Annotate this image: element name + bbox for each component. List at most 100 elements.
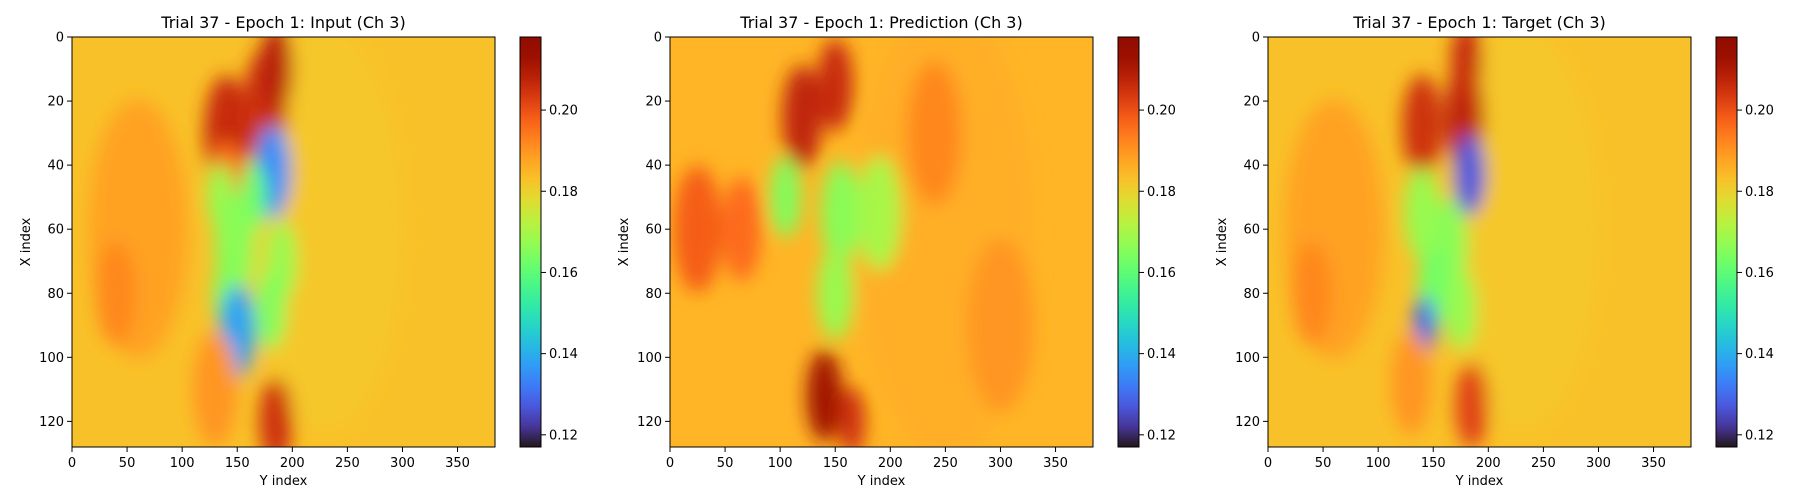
x-tick-label: 150 <box>1421 456 1446 471</box>
x-tick-label: 0 <box>666 456 674 471</box>
x-tick-label: 0 <box>68 456 76 471</box>
heatmap-feature <box>248 37 403 431</box>
x-tick-label: 350 <box>1641 456 1666 471</box>
colorbar-tick-label: 0.14 <box>1147 347 1176 362</box>
y-tick-label: 0 <box>654 31 662 46</box>
heatmap-panel-2: 0 50 100 150 200 250 300 350 0 20 40 60 80 100 120 Tria… <box>617 13 1176 489</box>
x-tick-label: 0 <box>1264 456 1272 471</box>
heatmap-feature <box>96 241 136 346</box>
heatmap-field <box>1268 37 1691 447</box>
y-axis-label: X index <box>617 217 632 266</box>
colorbar: 0.12 0.14 0.16 0.18 0.20 <box>519 36 578 448</box>
x-tick-label: 350 <box>1043 456 1068 471</box>
colorbar-scale <box>519 36 542 448</box>
colorbar-tick-label: 0.14 <box>1745 347 1774 362</box>
x-tick-label: 300 <box>988 456 1013 471</box>
x-tick-label: 250 <box>933 456 958 471</box>
heatmap-panel-3: 0 50 100 150 200 250 300 350 0 20 40 60 80 100 120 Tria… <box>1215 13 1774 489</box>
heatmap-feature <box>817 247 853 340</box>
colorbar-tick-label: 0.12 <box>549 428 578 443</box>
y-tick-label: 40 <box>1243 159 1260 174</box>
colorbar-scale <box>1715 36 1738 448</box>
colorbar-tick-label: 0.12 <box>1745 428 1774 443</box>
colorbar-tick-label: 0.18 <box>1147 185 1176 200</box>
y-tick-label: 20 <box>645 95 662 110</box>
heatmap-feature <box>857 155 902 271</box>
heatmap-feature <box>1455 362 1489 447</box>
colorbar-scale <box>1117 36 1140 448</box>
y-tick-label: 0 <box>1252 31 1260 46</box>
y-tick-label: 120 <box>39 415 64 430</box>
x-tick-label: 100 <box>1366 456 1391 471</box>
x-tick-label: 250 <box>335 456 360 471</box>
axes-frame <box>71 36 496 448</box>
y-tick-label: 60 <box>47 223 64 238</box>
heatmap-feature <box>1450 37 1482 103</box>
heatmap-feature <box>770 156 802 238</box>
heatmap-feature <box>1454 134 1486 216</box>
heatmap-feature <box>838 386 865 447</box>
x-tick-label: 150 <box>823 456 848 471</box>
x-tick-label: 200 <box>280 456 305 471</box>
colorbar-tick-label: 0.16 <box>1745 266 1774 281</box>
y-tick-label: 120 <box>1235 415 1260 430</box>
heatmap-field <box>72 37 495 447</box>
y-axis-label: X index <box>1215 217 1230 266</box>
y-tick-label: 80 <box>47 287 64 302</box>
colorbar-tick-label: 0.12 <box>1147 428 1176 443</box>
colorbar-tick-label: 0.18 <box>1745 185 1774 200</box>
heatmap-panel-1: 0 50 100 150 200 250 300 350 0 20 40 60 80 100 120 Tria… <box>19 13 578 489</box>
colorbar: 0.12 0.14 0.16 0.18 0.20 <box>1715 36 1774 448</box>
colorbar-tick-label: 0.18 <box>549 185 578 200</box>
y-tick-label: 100 <box>637 351 662 366</box>
heatmap-feature <box>1404 167 1440 260</box>
y-tick-label: 80 <box>1243 287 1260 302</box>
x-tick-label: 200 <box>1476 456 1501 471</box>
axes-frame <box>1267 36 1692 448</box>
heatmap-feature <box>1445 268 1477 350</box>
x-tick-label: 100 <box>170 456 195 471</box>
x-tick-label: 100 <box>768 456 793 471</box>
y-tick-label: 120 <box>637 415 662 430</box>
heatmap-feature <box>259 378 293 447</box>
y-tick-label: 0 <box>56 31 64 46</box>
heatmap-feature <box>673 165 722 293</box>
y-tick-label: 100 <box>1235 351 1260 366</box>
colorbar-tick-label: 0.14 <box>549 347 578 362</box>
axes-frame <box>669 36 1094 448</box>
heatmap-feature <box>259 37 293 113</box>
x-tick-label: 350 <box>445 456 470 471</box>
y-tick-label: 40 <box>47 159 64 174</box>
y-tick-label: 80 <box>645 287 662 302</box>
colorbar-tick-label: 0.20 <box>1147 104 1176 119</box>
y-tick-label: 20 <box>1243 95 1260 110</box>
x-tick-label: 200 <box>878 456 903 471</box>
heatmap-feature <box>721 177 762 282</box>
colorbar-tick-label: 0.16 <box>549 266 578 281</box>
x-tick-label: 300 <box>390 456 415 471</box>
chart-title: Trial 37 - Epoch 1: Input (Ch 3) <box>160 13 405 32</box>
heatmap-feature <box>820 161 861 266</box>
x-tick-label: 50 <box>119 456 136 471</box>
heatmap-feature <box>1292 241 1332 346</box>
y-tick-label: 40 <box>645 159 662 174</box>
y-tick-label: 100 <box>39 351 64 366</box>
y-tick-label: 60 <box>645 223 662 238</box>
x-tick-label: 50 <box>717 456 734 471</box>
heatmap-feature <box>193 331 238 447</box>
heatmap-feature <box>906 61 962 206</box>
heatmap-feature <box>782 65 823 169</box>
heatmap-feature <box>806 349 842 442</box>
y-tick-label: 60 <box>1243 223 1260 238</box>
x-tick-label: 300 <box>1586 456 1611 471</box>
heatmap-feature <box>1444 37 1599 431</box>
heatmap-feature <box>1391 331 1432 435</box>
chart-title: Trial 37 - Epoch 1: Target (Ch 3) <box>1352 13 1605 32</box>
heatmap-feature <box>967 238 1034 412</box>
colorbar-tick-label: 0.20 <box>549 104 578 119</box>
heatmap-feature <box>254 268 286 350</box>
colorbar: 0.12 0.14 0.16 0.18 0.20 <box>1117 36 1176 448</box>
y-tick-label: 20 <box>47 95 64 110</box>
heatmap-feature <box>1402 74 1443 179</box>
